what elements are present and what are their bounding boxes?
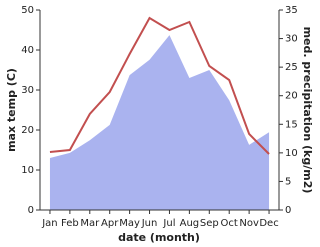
y-tick-label: 30 — [21, 85, 34, 96]
y-axis-title: max temp (C) — [5, 68, 18, 152]
x-tick-label: Sep — [200, 218, 219, 229]
y2-tick-label: 20 — [285, 91, 298, 102]
y-tick-label: 10 — [21, 165, 34, 176]
y-tick-label: 20 — [21, 125, 34, 136]
x-tick-label: Mar — [80, 218, 100, 229]
precipitation-area — [49, 35, 270, 211]
y2-tick-label: 10 — [285, 148, 298, 159]
y2-tick-label: 15 — [285, 119, 298, 130]
temperature-line — [49, 16, 270, 155]
y2-tick-label: 35 — [285, 5, 298, 16]
y2-tick-label: 30 — [285, 34, 298, 45]
y2-tick-label: 0 — [285, 205, 291, 216]
y2-axis-title: med. precipitation (kg/m2) — [301, 27, 314, 194]
x-tick-label: Apr — [101, 218, 119, 229]
x-tick-label: Jun — [141, 218, 158, 229]
y-tick-label: 0 — [28, 205, 34, 216]
y2-tick-label: 25 — [285, 62, 298, 73]
y-tick-label: 40 — [21, 45, 34, 56]
x-axis-title: date (month) — [118, 231, 200, 244]
y-tick-label: 50 — [21, 5, 34, 16]
x-tick-label: Jan — [41, 218, 57, 229]
x-tick-label: Jul — [162, 218, 175, 229]
x-tick-label: Aug — [180, 218, 200, 229]
x-tick-label: Nov — [239, 218, 259, 229]
y2-tick-label: 5 — [285, 176, 291, 187]
x-tick-label: Oct — [221, 218, 238, 229]
x-tick-label: May — [119, 218, 140, 229]
x-tick-label: Dec — [259, 218, 278, 229]
x-tick-label: Feb — [61, 218, 79, 229]
